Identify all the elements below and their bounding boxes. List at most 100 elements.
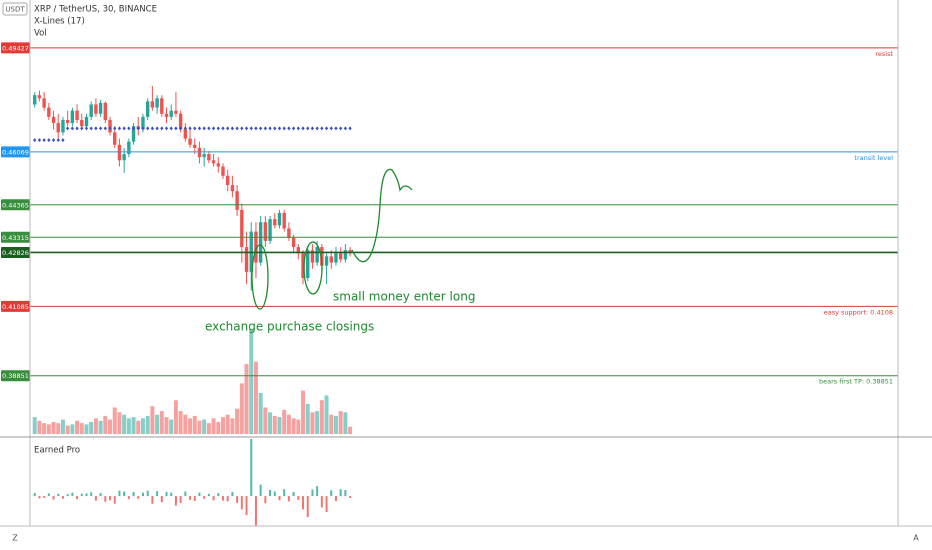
earned-pro-bar <box>33 493 36 497</box>
line-label: transit level <box>854 154 893 162</box>
xline-marker <box>240 126 244 131</box>
xline-marker <box>277 126 282 131</box>
candle-body <box>155 98 159 108</box>
volume-bar <box>338 411 343 434</box>
indicator: X-Lines (17) <box>34 17 85 27</box>
candle-body <box>37 95 42 99</box>
earned-pro-bar <box>71 492 74 497</box>
earned-pro-bar <box>302 496 305 510</box>
xline-marker <box>141 126 145 131</box>
xline-marker <box>160 126 164 131</box>
candle-body <box>240 209 244 248</box>
candle-body <box>235 191 239 210</box>
candle-body <box>122 154 126 161</box>
volume-bar <box>291 418 296 434</box>
candle-body <box>282 212 286 229</box>
candle-body <box>343 250 348 260</box>
xline-marker <box>42 138 46 143</box>
volume-bar <box>268 412 273 434</box>
candle-body <box>75 110 79 120</box>
candle-body <box>310 250 315 263</box>
drawn-circle <box>303 241 323 295</box>
candle-body <box>178 113 183 130</box>
candle-body <box>221 166 225 176</box>
corner-button[interactable]: Z <box>12 534 18 543</box>
xline-marker <box>244 126 249 131</box>
volume-bar <box>140 418 145 434</box>
volume-bar <box>329 414 334 434</box>
volume-bar <box>249 329 254 434</box>
earned-pro-bar <box>254 496 257 527</box>
candle-body <box>174 110 178 114</box>
earned-pro-bar <box>334 496 337 502</box>
xline-marker <box>343 126 347 131</box>
xline-marker <box>33 138 37 143</box>
earned-pro-bar <box>231 491 234 497</box>
volume-bar <box>84 424 89 434</box>
earned-pro-bar <box>339 489 342 497</box>
price-label-box <box>1 42 30 54</box>
earned-pro-bar <box>236 496 239 503</box>
earned-pro-bar <box>259 484 262 497</box>
price-label: 0.42826 <box>2 249 29 257</box>
earned-pro-bar <box>104 496 107 502</box>
candle-body <box>197 147 202 158</box>
xline-marker <box>150 126 154 131</box>
volume-bar <box>225 414 230 434</box>
corner-button[interactable]: A <box>913 534 919 543</box>
price-label-box <box>1 246 30 258</box>
xline-marker <box>226 126 230 131</box>
line-label: bears first TP: 0.38851 <box>819 378 893 386</box>
price-label: 0.38851 <box>2 372 29 380</box>
volume-bar <box>230 418 235 434</box>
candle-body <box>164 113 169 117</box>
candle-body <box>207 154 211 161</box>
earned-pro-bar <box>306 496 309 518</box>
earned-pro-bar <box>99 493 102 497</box>
line-label: easy support: 0.4108 <box>824 308 893 316</box>
pane-title: Earned Pro <box>34 446 80 456</box>
earned-pro-bar <box>127 496 130 500</box>
earned-pro-bar <box>217 493 220 497</box>
volume-bar <box>79 423 84 434</box>
volume-bar <box>173 400 178 434</box>
candle-body <box>169 110 173 117</box>
candle-body <box>42 98 46 108</box>
xline-marker <box>75 126 79 131</box>
volume-bar <box>188 418 193 434</box>
volume-bar <box>117 412 122 434</box>
earned-pro-bar <box>123 491 126 497</box>
earned-pro-bar <box>325 496 328 513</box>
earned-pro-bar <box>184 491 187 497</box>
volume-bar <box>155 414 160 434</box>
earned-pro-bar <box>43 496 46 498</box>
xline-marker <box>202 126 206 131</box>
xline-marker <box>287 126 291 131</box>
earned-pro-bar <box>141 492 144 497</box>
volume-bar <box>239 383 244 434</box>
volume-bar <box>202 419 207 434</box>
earned-pro-bar <box>320 496 323 508</box>
price-label: 0.44365 <box>2 201 29 209</box>
earned-pro-bar <box>221 496 224 501</box>
volume-bar <box>301 390 306 434</box>
earned-pro-bar <box>198 492 201 497</box>
earned-pro-bar <box>90 492 93 497</box>
price-label-box <box>1 231 30 243</box>
earned-pro-bar <box>151 496 154 504</box>
volume-bar <box>136 420 141 434</box>
volume-bar <box>258 393 263 434</box>
overlays: 0.49427 resist 0.46069 transit level 0.44365… <box>1 42 898 386</box>
xline-marker <box>103 126 107 131</box>
currency-box[interactable] <box>2 2 28 16</box>
candle-body <box>188 138 192 145</box>
earned-pro-bar <box>292 491 295 497</box>
earned-pro-bar <box>330 490 333 497</box>
earned-pro-bar <box>76 496 79 500</box>
earned-pro-bar <box>226 496 229 502</box>
indicator: Vol <box>34 29 47 39</box>
xline-marker <box>282 126 286 131</box>
xline-marker <box>37 138 42 143</box>
volume-bar <box>206 423 211 434</box>
earned-pro-bar <box>57 493 60 497</box>
